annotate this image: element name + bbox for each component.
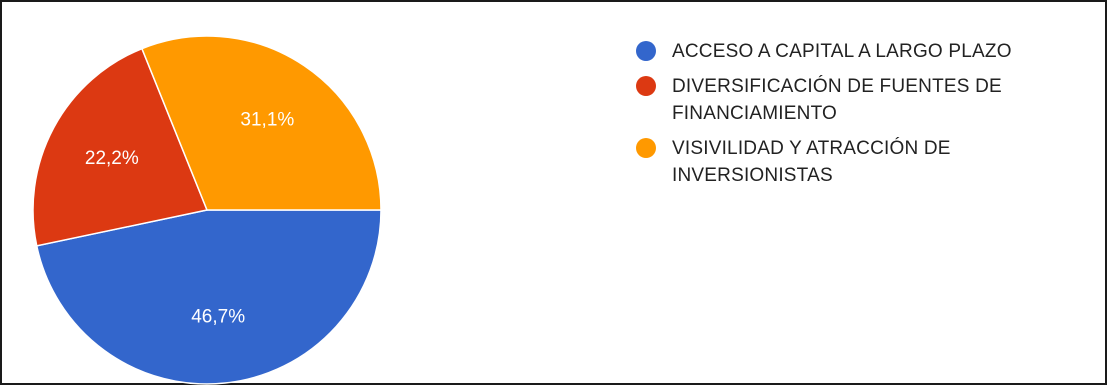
legend-label-acceso-capital: ACCESO A CAPITAL A LARGO PLAZO: [672, 41, 1012, 62]
pie-slice-diversificacion[interactable]: [32, 47, 209, 247]
legend-item-visivilidad[interactable]: VISIVILIDAD Y ATRACCIÓN DE INVERSIONISTA…: [636, 135, 1096, 189]
legend-swatch-visivilidad: [636, 138, 656, 158]
pie-slice-visivilidad[interactable]: [140, 35, 382, 211]
legend-item-diversificacion[interactable]: DIVERSIFICACIÓN DE FUENTES DE FINANCIAMI…: [636, 73, 1096, 127]
slice-label-diversificacion: 22,2%: [85, 148, 139, 169]
slice-label-visivilidad: 31,1%: [240, 110, 294, 131]
legend-swatch-acceso-capital: [636, 41, 656, 61]
legend-label-visivilidad: VISIVILIDAD Y ATRACCIÓN DE INVERSIONISTA…: [672, 138, 951, 186]
chart-legend: ACCESO A CAPITAL A LARGO PLAZO DIVERSIFI…: [636, 38, 1096, 197]
legend-item-acceso-capital[interactable]: ACCESO A CAPITAL A LARGO PLAZO: [636, 38, 1096, 65]
legend-label-diversificacion: DIVERSIFICACIÓN DE FUENTES DE FINANCIAMI…: [672, 76, 1002, 124]
legend-swatch-diversificacion: [636, 76, 656, 96]
slice-label-acceso-capital: 46,7%: [191, 306, 245, 327]
pie-slice-acceso-capital[interactable]: [35, 209, 382, 385]
